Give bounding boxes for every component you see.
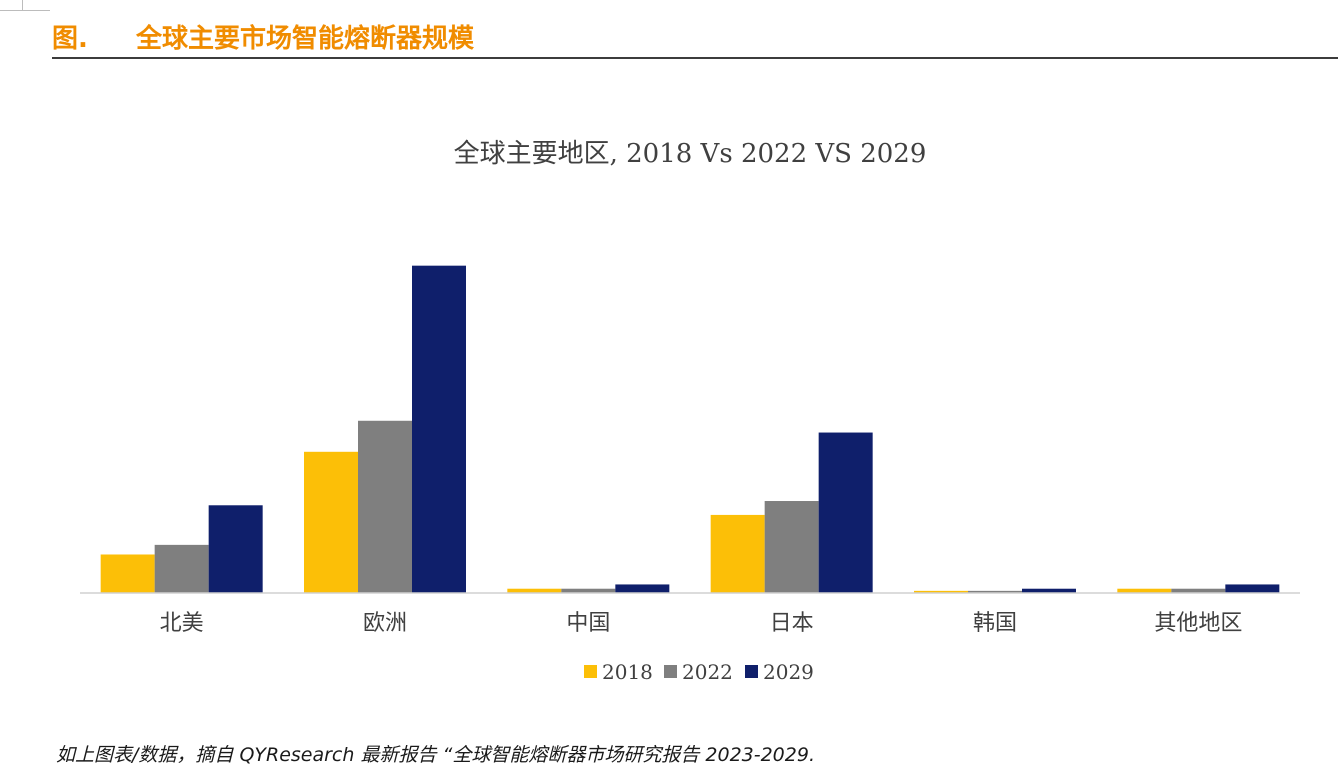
bar-2029-2 — [615, 584, 670, 593]
x-tick-labels: 北美 欧洲 中国 日本 韩国 其他地区 — [160, 611, 1243, 636]
source-note: 如上图表/数据，摘自 QYResearch 最新报告 “全球智能熔断器市场研究报… — [56, 744, 815, 766]
bar-2029-4 — [1022, 588, 1076, 593]
bars-group — [100, 265, 1280, 593]
bar-2022-1 — [358, 420, 412, 593]
bar-2022-4 — [968, 590, 1022, 593]
legend: 2018 2022 2029 — [584, 660, 814, 684]
figure-label: 图. — [52, 23, 88, 54]
bar-2022-0 — [154, 544, 209, 593]
chart-title: 全球主要地区, 2018 Vs 2022 VS 2029 — [454, 139, 927, 169]
bar-2018-1 — [304, 451, 358, 593]
legend-label-2022: 2022 — [682, 660, 733, 684]
bar-2022-3 — [764, 501, 819, 593]
bar-2022-2 — [561, 588, 616, 593]
bar-2018-5 — [1117, 588, 1172, 593]
bar-2029-3 — [818, 432, 873, 593]
bar-2029-5 — [1225, 584, 1280, 593]
bar-2022-5 — [1171, 588, 1226, 593]
legend-label-2018: 2018 — [602, 660, 653, 684]
x-tick-label: 其他地区 — [1154, 611, 1242, 636]
legend-label-2029: 2029 — [763, 660, 814, 684]
legend-swatch-2029 — [745, 665, 758, 678]
legend-swatch-2022 — [664, 665, 677, 678]
bar-2018-3 — [710, 514, 765, 593]
x-tick-label: 北美 — [160, 611, 204, 636]
bar-2018-0 — [100, 554, 155, 593]
corner-mark — [0, 0, 50, 11]
x-tick-label: 日本 — [770, 611, 814, 636]
header-rule — [52, 57, 1338, 59]
x-tick-label: 中国 — [566, 611, 610, 636]
x-tick-label: 韩国 — [973, 611, 1017, 636]
figure-title: 全球主要市场智能熔断器规模 — [136, 23, 475, 54]
figure-header: 图. 全球主要市场智能熔断器规模 — [52, 16, 474, 56]
bar-2029-0 — [208, 505, 263, 593]
bar-2029-1 — [412, 265, 466, 593]
bar-2018-4 — [914, 590, 968, 593]
x-tick-label: 欧洲 — [363, 611, 407, 636]
legend-swatch-2018 — [584, 665, 597, 678]
bar-2018-2 — [507, 588, 562, 593]
